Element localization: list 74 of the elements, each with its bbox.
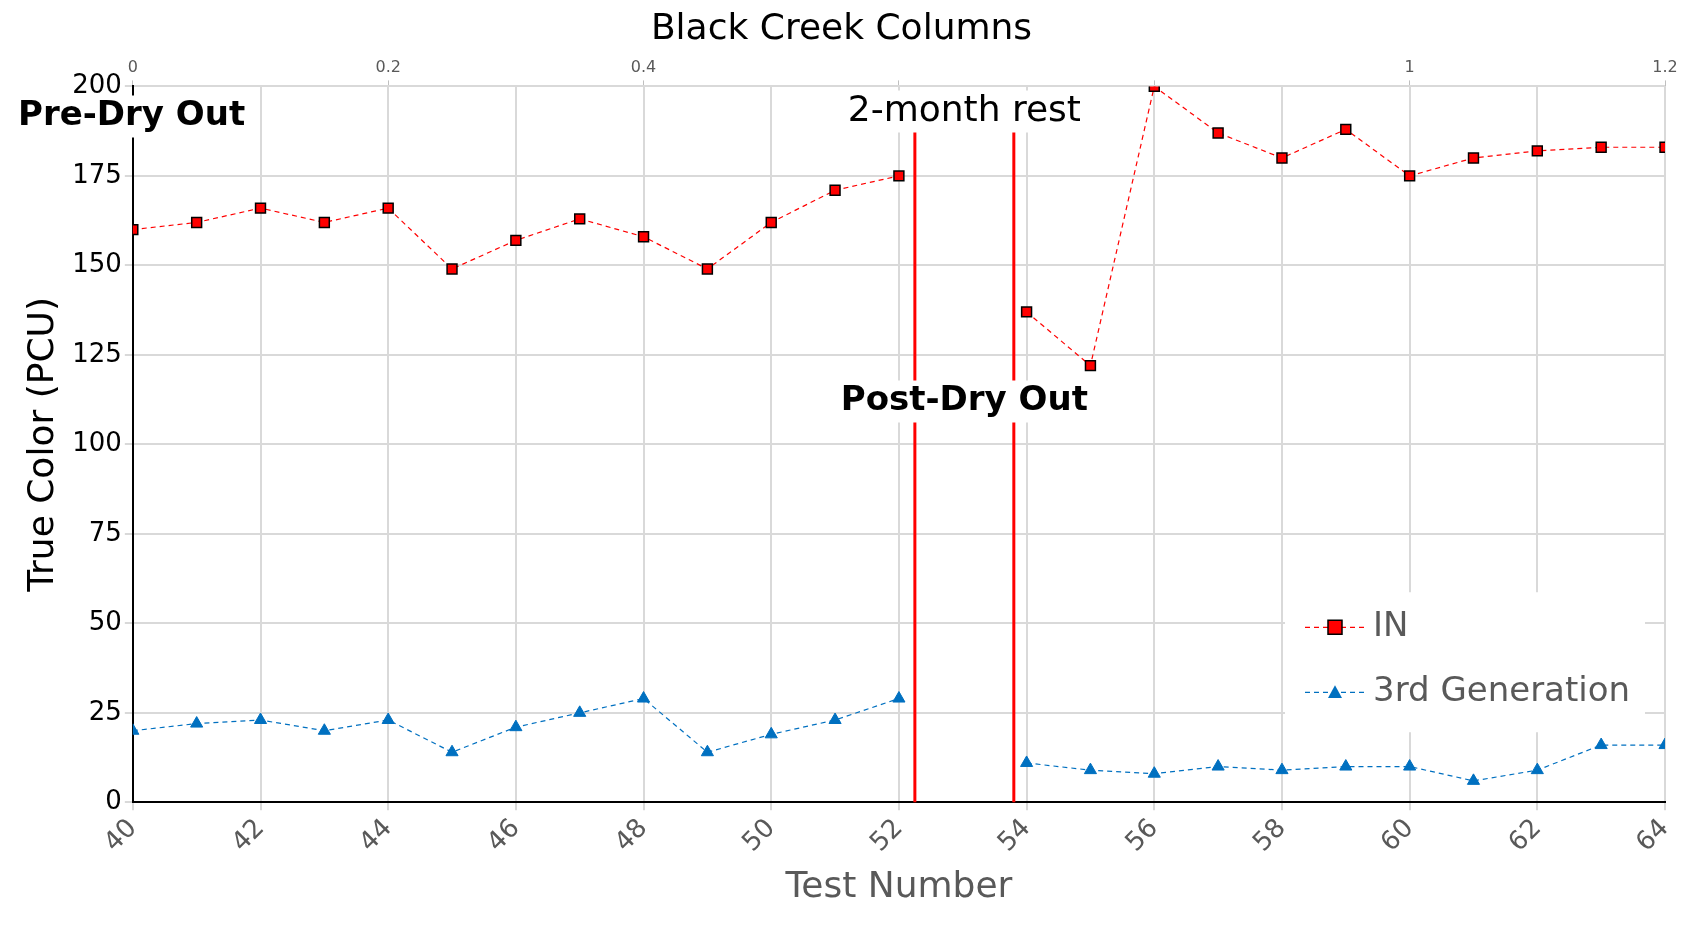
point — [1147, 766, 1161, 778]
annotation: 2-month rest — [847, 87, 1081, 129]
point — [190, 216, 203, 229]
x-tick-label: 58 — [1246, 812, 1291, 857]
point — [1275, 762, 1289, 775]
point — [828, 712, 842, 725]
x-tick-label: 44 — [352, 812, 398, 857]
point — [1339, 759, 1353, 771]
x-tick-label: 56 — [1118, 812, 1164, 857]
y-tick-label: 25 — [88, 695, 122, 726]
point — [1020, 755, 1034, 767]
point — [190, 716, 204, 728]
x-tick-label: 50 — [735, 812, 781, 857]
point — [1467, 152, 1480, 164]
chart-title: Black Creek Columns — [650, 5, 1033, 47]
x-tick-label: 64 — [1629, 812, 1675, 857]
annotation: Post-Dry Out — [840, 378, 1088, 419]
point — [700, 744, 714, 757]
point — [318, 216, 331, 229]
point — [253, 712, 268, 725]
point — [381, 712, 395, 725]
x-tick-label: 60 — [1374, 812, 1419, 857]
y-tick-label: 150 — [72, 248, 122, 279]
point — [1083, 762, 1097, 775]
x2-tick-label: 1.2 — [1652, 56, 1678, 76]
y-tick-label: 100 — [72, 427, 122, 458]
x2-tick-label: 0 — [127, 56, 138, 76]
point — [1595, 141, 1607, 153]
point — [1212, 127, 1224, 139]
point — [1211, 759, 1225, 771]
point — [892, 691, 906, 703]
x-axis-title: Test Number — [784, 863, 1013, 905]
point — [636, 691, 651, 703]
point — [829, 184, 841, 196]
legend-label: IN — [1373, 604, 1409, 645]
x-tick-label: 46 — [480, 812, 525, 857]
x-tick-label: 42 — [224, 812, 270, 857]
point — [573, 705, 587, 717]
point — [1403, 170, 1416, 182]
y-tick-label: 75 — [88, 516, 122, 547]
point — [1020, 306, 1033, 318]
point — [1594, 737, 1608, 750]
x-tick-label: 54 — [991, 812, 1036, 857]
point — [445, 744, 459, 757]
y-axis-title: True Color (PCU) — [19, 297, 61, 593]
point — [765, 216, 777, 229]
point — [637, 231, 650, 243]
point — [510, 234, 522, 247]
legend-label: 3rd Generation — [1373, 669, 1631, 710]
y-tick-label: 175 — [72, 158, 122, 189]
point — [1531, 145, 1544, 157]
point — [1340, 123, 1352, 136]
point — [701, 263, 714, 275]
point — [1276, 152, 1288, 164]
x-tick-label: 52 — [863, 812, 908, 857]
point — [1403, 759, 1417, 771]
x-tick-label: 48 — [607, 812, 653, 857]
point — [1084, 359, 1097, 372]
point — [317, 723, 331, 735]
point — [574, 213, 586, 225]
point — [382, 202, 394, 214]
point — [446, 263, 458, 275]
y-tick-label: 50 — [88, 606, 122, 637]
x2-tick-label: 0.4 — [630, 56, 657, 76]
x-tick-label: 62 — [1501, 812, 1547, 857]
point — [1530, 762, 1544, 775]
y-tick-label: 125 — [72, 337, 122, 368]
point — [509, 719, 523, 732]
point — [893, 170, 905, 182]
x2-tick-label: 0.2 — [375, 56, 401, 76]
point — [764, 726, 778, 739]
point — [1466, 773, 1481, 785]
x2-tick-label: 1 — [1404, 56, 1415, 76]
point — [254, 202, 267, 214]
